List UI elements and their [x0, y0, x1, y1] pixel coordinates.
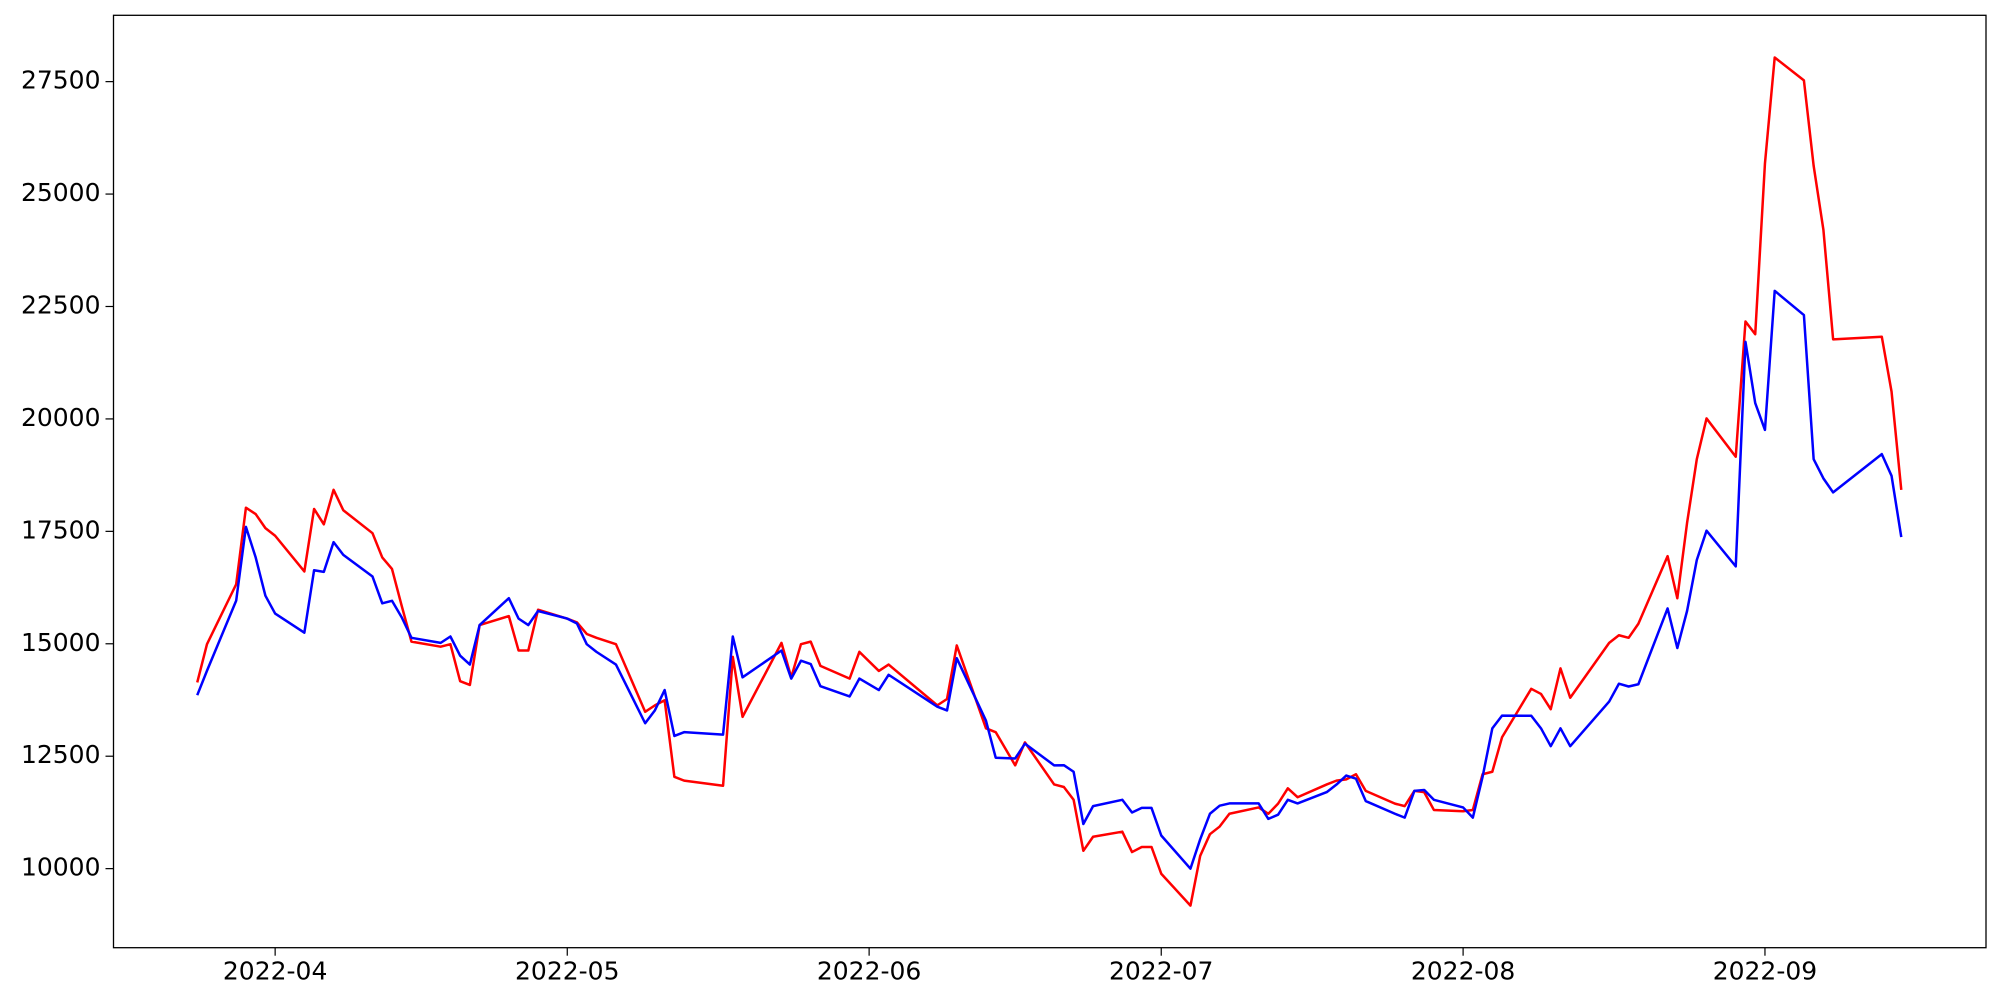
y-tick-label: 22500 [21, 290, 101, 319]
data-line [196, 56, 1903, 907]
y-tick-label: 27500 [21, 66, 101, 95]
y-tick-label: 20000 [21, 403, 101, 432]
y-tick-label: 10000 [21, 853, 101, 882]
x-tick-label: 2022-06 [817, 957, 921, 986]
y-tick-label: 12500 [21, 740, 101, 769]
x-tick-label: 2022-07 [1109, 957, 1213, 986]
x-tick-label: 2022-08 [1411, 957, 1515, 986]
y-tick-label: 15000 [21, 628, 101, 657]
y-tick-label: 17500 [21, 515, 101, 544]
x-tick-label: 2022-05 [515, 957, 619, 986]
x-tick-label: 2022-09 [1713, 957, 1817, 986]
y-tick-label: 25000 [21, 178, 101, 207]
data-line [196, 289, 1903, 870]
plot-frame [112, 14, 1987, 949]
x-tick-label: 2022-04 [223, 957, 327, 986]
